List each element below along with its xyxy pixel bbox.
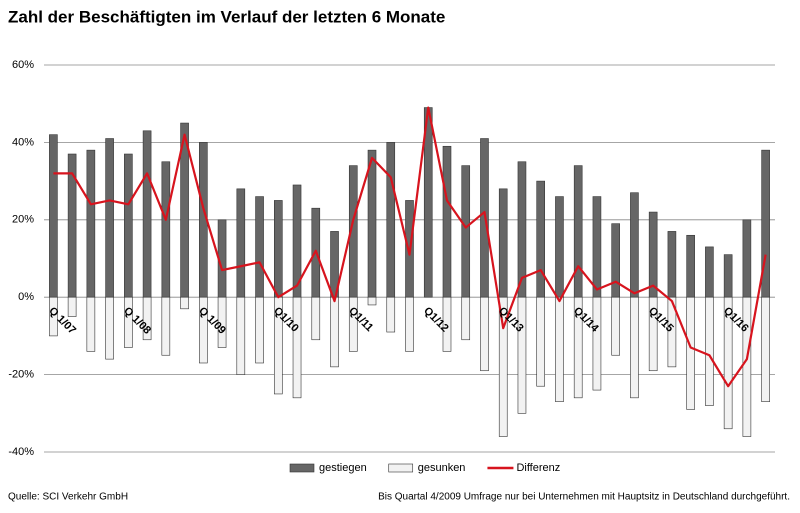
bar (686, 234, 695, 298)
bar (536, 180, 546, 298)
bar (236, 296, 246, 375)
y-tick-label: 40% (12, 136, 34, 148)
bar (442, 296, 452, 352)
bar (592, 296, 602, 391)
y-tick-label: 20% (12, 214, 34, 226)
y-tick-label: -40% (8, 446, 34, 458)
bar (461, 296, 471, 341)
bar (498, 296, 508, 437)
bar (648, 211, 658, 298)
bar (667, 296, 677, 368)
legend-swatch (388, 463, 414, 473)
bar (480, 296, 489, 372)
bar (723, 296, 733, 430)
bar (386, 296, 396, 333)
bar (630, 192, 639, 298)
legend-label: Differenz (516, 462, 560, 474)
legend-swatch (289, 463, 315, 473)
bar (367, 296, 377, 306)
bar (255, 196, 264, 298)
source: Quelle: SCI Verkehr GmbH (8, 492, 128, 503)
bar (555, 196, 564, 298)
bar (611, 296, 620, 356)
bar (142, 296, 152, 341)
bar (142, 130, 152, 298)
bar (273, 200, 283, 298)
note: Bis Quartal 4/2009 Umfrage nur bei Unter… (378, 492, 790, 503)
y-tick-label: 0% (18, 291, 34, 303)
bar (67, 296, 77, 317)
bar (648, 296, 658, 372)
bar (555, 296, 564, 402)
y-tick-label: -20% (8, 369, 34, 381)
bar (255, 296, 264, 364)
bar (199, 296, 208, 364)
legend-label: gestiegen (319, 462, 367, 474)
bar (405, 296, 414, 352)
bar (161, 161, 171, 298)
bar (161, 296, 171, 356)
bar (573, 165, 583, 298)
bar (386, 142, 396, 298)
bar (498, 188, 508, 298)
bar (292, 296, 302, 399)
bar (367, 149, 377, 298)
bar (236, 188, 246, 298)
bar (311, 296, 321, 341)
bar (105, 138, 114, 298)
bar (517, 296, 527, 414)
bar (180, 296, 189, 310)
bar (705, 296, 714, 406)
bar (742, 296, 752, 437)
bar (442, 145, 452, 298)
bar (86, 296, 96, 352)
bar (611, 223, 620, 298)
y-tick-label: 60% (12, 59, 34, 71)
bar (330, 296, 339, 368)
line (53, 106, 767, 388)
bar (667, 231, 677, 298)
bar (217, 296, 227, 348)
bar (742, 219, 752, 298)
bar (124, 153, 133, 298)
bar (761, 296, 770, 402)
bar (723, 254, 733, 298)
bar (348, 296, 358, 352)
bar (105, 296, 114, 360)
chart-title: Zahl der Beschäftigten im Verlauf der le… (8, 7, 445, 26)
bar (124, 296, 133, 348)
bar (573, 296, 583, 399)
bar (461, 165, 471, 298)
bar (592, 196, 602, 298)
bar (67, 153, 77, 298)
bar (536, 296, 546, 387)
bar (49, 134, 58, 298)
bar (49, 296, 58, 337)
bar (686, 296, 695, 410)
bar (86, 149, 96, 298)
bar (630, 296, 639, 399)
bar (705, 246, 714, 298)
legend-label: gesunken (418, 462, 466, 474)
